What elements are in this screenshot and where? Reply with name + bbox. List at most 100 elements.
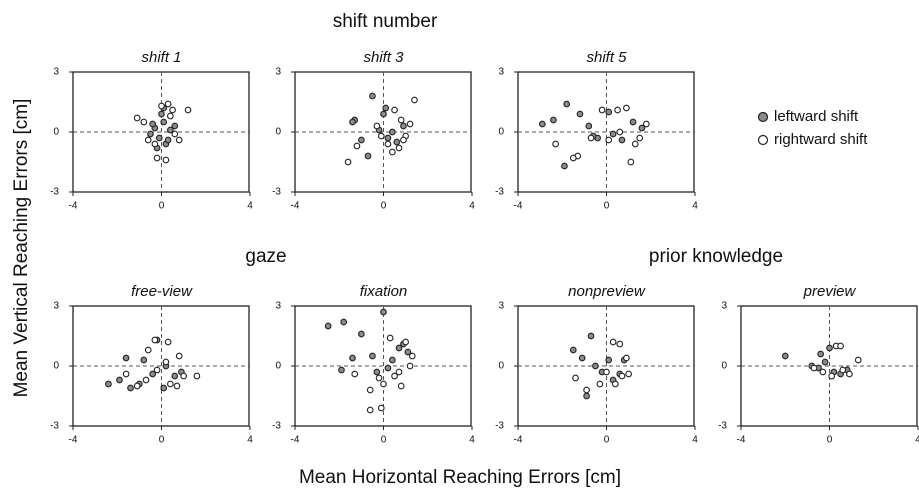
data-point — [162, 358, 170, 366]
data-point — [609, 130, 617, 138]
data-point — [116, 376, 123, 384]
data-point — [375, 374, 383, 382]
y-tick-label: -3 — [272, 421, 281, 432]
data-point — [140, 356, 148, 364]
data-point — [603, 368, 610, 376]
panel: shift 3 -4 0 4 -3 0 3 — [272, 49, 475, 212]
data-point — [349, 354, 356, 362]
data-point — [587, 332, 595, 340]
legend-label: leftward shift — [774, 108, 859, 125]
x-tick-label: -4 — [69, 201, 78, 212]
data-point — [391, 372, 398, 380]
data-point — [358, 136, 365, 144]
y-tick-label: -3 — [50, 421, 59, 432]
data-point — [404, 348, 412, 356]
data-point — [167, 380, 174, 388]
x-tick-label: 0 — [381, 435, 387, 446]
group-title: gaze — [245, 246, 286, 267]
data-point — [569, 154, 577, 162]
data-point — [164, 338, 172, 346]
data-point — [810, 364, 818, 372]
data-point — [380, 110, 387, 118]
data-point — [391, 106, 398, 114]
legend: leftward shift rightward shift — [757, 108, 868, 148]
data-point — [364, 152, 372, 160]
data-point — [144, 346, 152, 354]
data-point — [598, 106, 606, 114]
data-point — [151, 140, 159, 148]
data-point — [167, 112, 174, 120]
data-point — [826, 344, 833, 352]
data-point — [184, 106, 192, 114]
panel: nonpreview -4 0 4 -3 0 3 — [495, 283, 698, 446]
data-point — [193, 372, 201, 380]
data-point — [153, 154, 161, 162]
legend-label: rightward shift — [774, 131, 868, 148]
legend-swatch — [757, 111, 769, 123]
data-point — [389, 128, 396, 136]
panel-title: fixation — [360, 283, 408, 300]
data-point — [169, 106, 176, 114]
data-point — [140, 118, 148, 126]
data-point — [583, 392, 590, 400]
data-point — [167, 126, 174, 134]
panel-title: free-view — [131, 283, 193, 300]
data-point — [406, 362, 414, 370]
y-tick-label: 3 — [53, 301, 59, 312]
data-point — [351, 370, 359, 378]
data-point — [625, 370, 632, 378]
x-tick-label: 0 — [604, 201, 610, 212]
data-point — [369, 352, 376, 360]
data-point — [395, 144, 403, 152]
x-tick-label: -4 — [514, 201, 523, 212]
x-tick-label: -4 — [514, 435, 523, 446]
data-point — [605, 108, 613, 116]
data-point — [164, 100, 172, 108]
data-point — [629, 118, 637, 126]
panel-title: nonpreview — [568, 283, 646, 300]
data-point — [127, 384, 134, 392]
data-point — [596, 380, 604, 388]
data-point — [105, 380, 112, 388]
panel: free-view -4 0 4 -3 0 3 — [50, 283, 253, 446]
panel-title: shift 1 — [141, 49, 181, 66]
data-point — [366, 386, 374, 394]
data-point — [636, 134, 644, 142]
data-point — [623, 104, 630, 112]
data-point — [153, 366, 161, 374]
x-tick-label: 4 — [247, 201, 253, 212]
data-point — [173, 382, 181, 390]
data-point — [160, 118, 168, 126]
data-point — [369, 92, 376, 100]
y-tick-label: 0 — [721, 361, 727, 372]
data-point — [609, 338, 617, 346]
y-tick-label: 0 — [53, 127, 59, 138]
data-point — [175, 352, 183, 360]
data-point — [384, 364, 392, 372]
data-point — [324, 322, 332, 330]
x-tick-label: 0 — [159, 435, 165, 446]
data-point — [406, 120, 414, 128]
panel: preview -4 0 4 -3 0 3 — [718, 283, 919, 446]
data-point — [837, 342, 844, 350]
data-point — [155, 134, 163, 142]
y-tick-label: 3 — [275, 67, 281, 78]
y-tick-label: 3 — [498, 301, 504, 312]
data-point — [147, 130, 154, 138]
data-point — [358, 330, 365, 338]
data-point — [158, 102, 165, 110]
data-point — [151, 336, 159, 344]
data-point — [828, 372, 836, 380]
data-point — [585, 122, 593, 130]
y-tick-label: -3 — [718, 421, 727, 432]
data-point — [572, 374, 579, 382]
data-point — [781, 352, 789, 360]
data-point — [149, 370, 156, 378]
data-point — [408, 352, 416, 360]
y-tick-label: -3 — [495, 421, 504, 432]
data-point — [839, 366, 847, 374]
x-tick-label: -4 — [291, 435, 300, 446]
y-tick-label: 0 — [498, 127, 504, 138]
data-point — [133, 114, 141, 122]
data-point — [587, 134, 595, 142]
